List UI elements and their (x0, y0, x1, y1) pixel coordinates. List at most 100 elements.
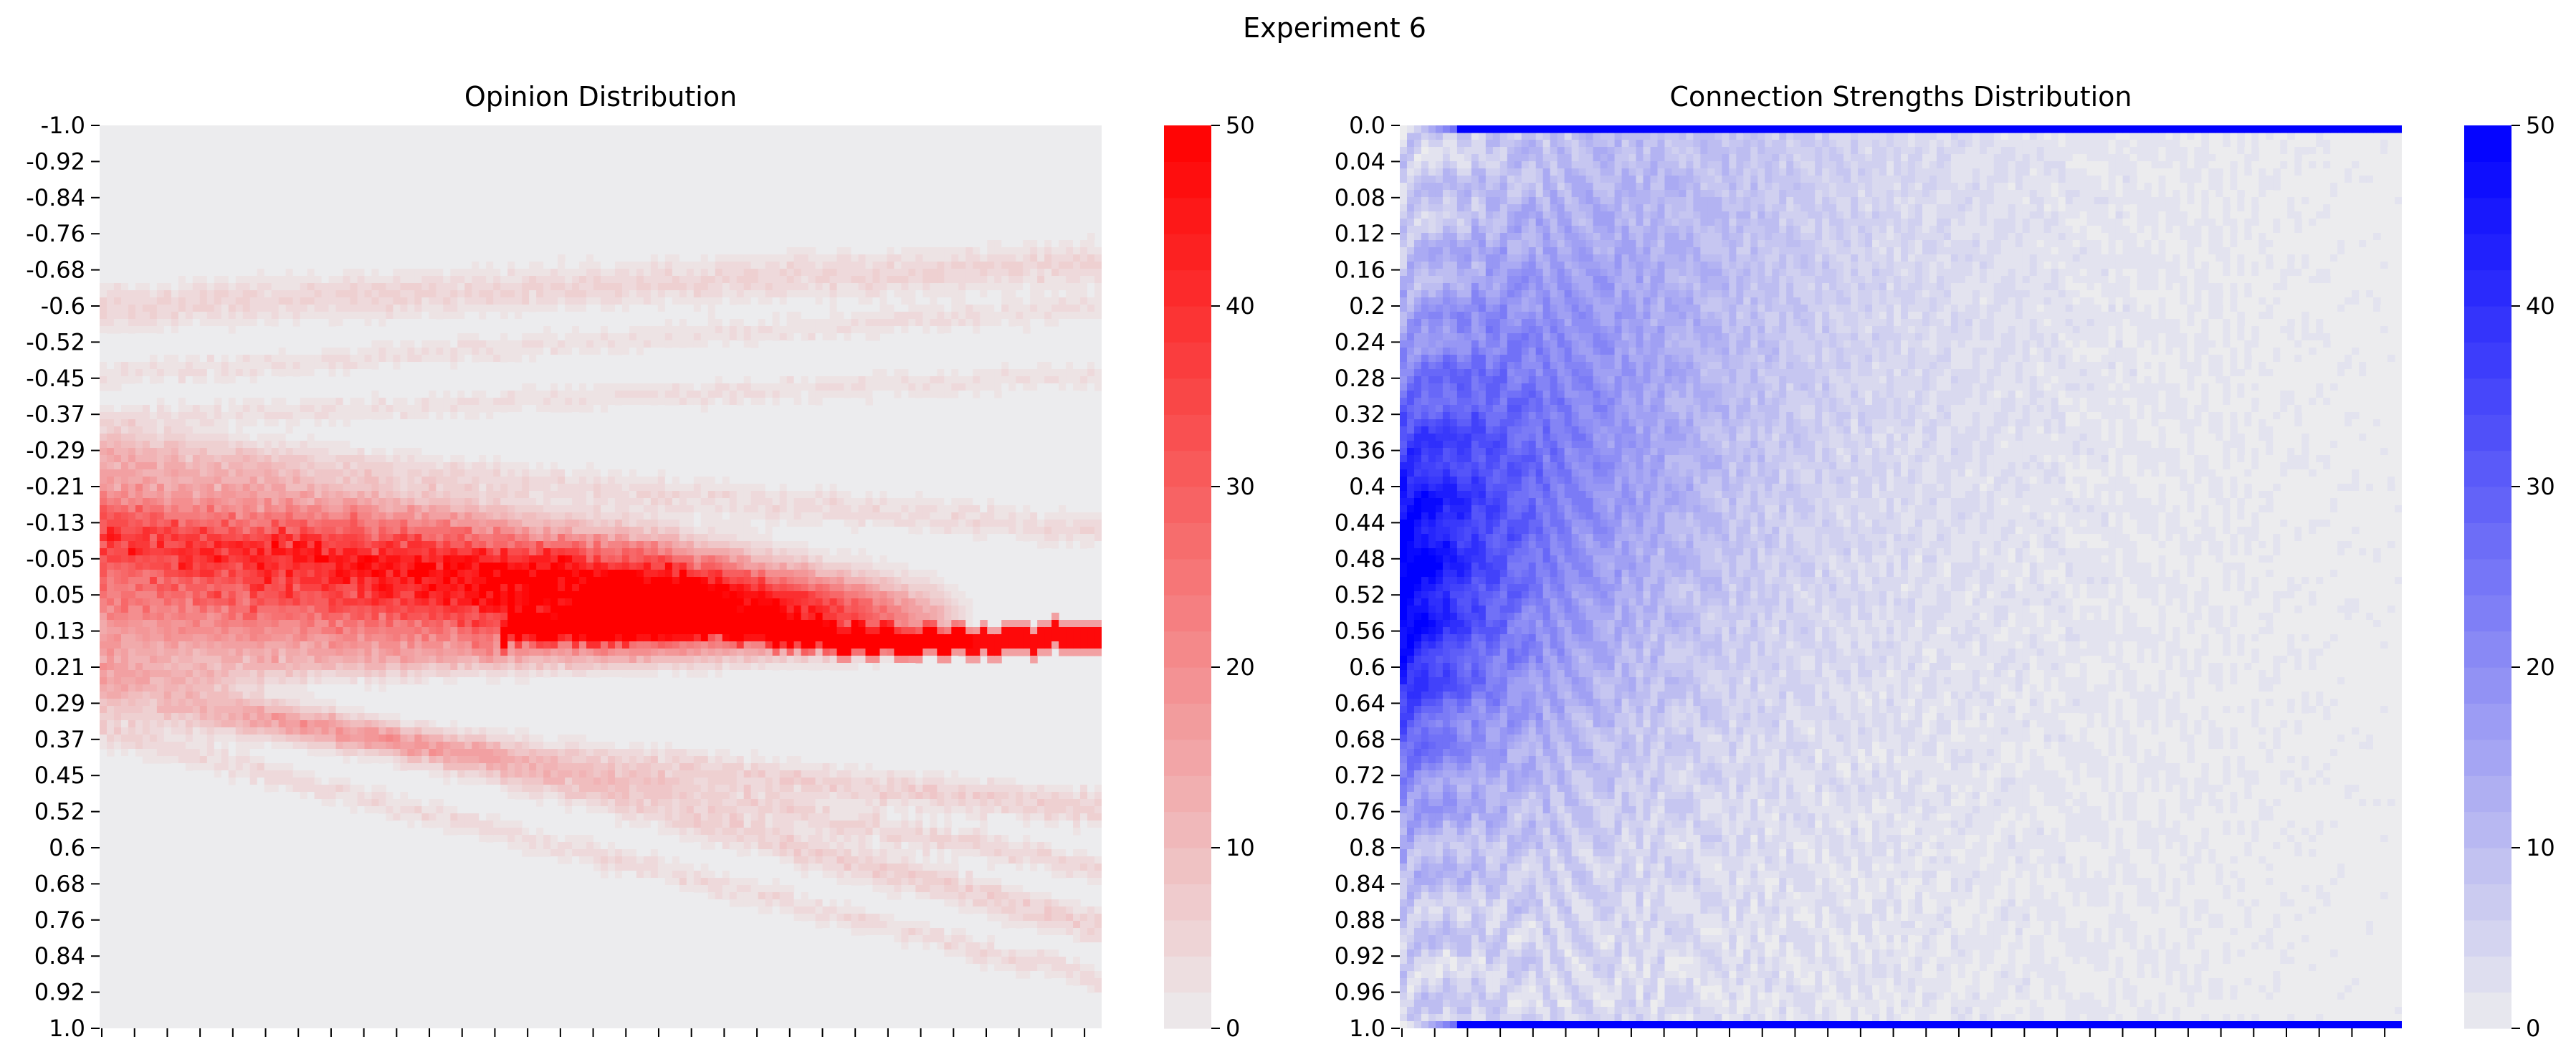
heatmap-cell (214, 276, 222, 284)
heatmap-cell (128, 720, 136, 728)
heatmap-cell (429, 677, 437, 685)
heatmap-cell (192, 512, 201, 520)
heatmap-cell (550, 613, 558, 621)
heatmap-cell (206, 527, 215, 535)
heatmap-cell (113, 677, 122, 685)
heatmap-cell (607, 663, 616, 671)
heatmap-cell (621, 613, 630, 621)
heatmap-cell (621, 849, 630, 857)
heatmap-cell (393, 448, 401, 456)
heatmap-cell (579, 305, 587, 312)
heatmap-cell (472, 806, 480, 814)
heatmap-cell (228, 362, 237, 370)
heatmap-cell (228, 455, 237, 463)
heatmap-cell (228, 290, 237, 298)
heatmap-cell (500, 735, 508, 742)
heatmap-cell (149, 555, 158, 563)
heatmap-cell (371, 706, 380, 714)
heatmap-cell (285, 512, 294, 520)
heatmap-cell (163, 505, 172, 513)
heatmap-cell (500, 340, 508, 348)
heatmap-cell (249, 426, 258, 434)
heatmap-cell (472, 742, 480, 750)
heatmap-cell (529, 563, 537, 570)
heatmap-cell (100, 649, 108, 656)
heatmap-cell (357, 548, 366, 556)
heatmap-cell (199, 727, 208, 735)
heatmap-cell (450, 828, 458, 836)
heatmap-cell (142, 484, 151, 492)
heatmap-cell (192, 563, 201, 570)
heatmap-cell (414, 305, 422, 312)
heatmap-cell (343, 369, 351, 377)
heatmap-cell (386, 577, 394, 585)
heatmap-cell (593, 276, 601, 284)
heatmap-cell (328, 749, 337, 757)
heatmap-cell (300, 297, 308, 305)
heatmap-cell (457, 756, 465, 764)
heatmap-cell (643, 319, 652, 327)
heatmap-cell (607, 319, 616, 327)
heatmap-cell (486, 491, 494, 499)
heatmap-cell (321, 792, 330, 800)
heatmap-cell (214, 620, 222, 628)
heatmap-cell (572, 290, 580, 298)
heatmap-cell (343, 527, 351, 535)
heatmap-cell (163, 405, 172, 413)
heatmap-cell (106, 276, 115, 284)
heatmap-cell (371, 627, 380, 635)
heatmap-cell (400, 742, 408, 750)
heatmap-cell (607, 813, 616, 821)
heatmap-cell (135, 398, 143, 406)
heatmap-cell (479, 613, 487, 621)
heatmap-cell (457, 634, 465, 642)
heatmap-cell (335, 563, 344, 570)
heatmap-cell (192, 555, 201, 563)
heatmap-cell (142, 312, 151, 320)
heatmap-cell (264, 283, 272, 291)
heatmap-cell (221, 742, 229, 750)
heatmap-cell (393, 577, 401, 585)
heatmap-cell (629, 484, 637, 492)
heatmap-cell (242, 591, 251, 599)
heatmap-cell (565, 620, 573, 628)
heatmap-cell (142, 333, 151, 341)
heatmap-cell (292, 312, 301, 320)
heatmap-cell (214, 269, 222, 277)
heatmap-cell (321, 290, 330, 298)
heatmap-cell (621, 821, 630, 828)
heatmap-cell (120, 613, 129, 621)
heatmap-cell (257, 369, 265, 377)
heatmap-cell (307, 276, 315, 284)
heatmap-cell (120, 684, 129, 692)
heatmap-cell (436, 333, 444, 341)
heatmap-cell (479, 785, 487, 793)
heatmap-cell (328, 319, 337, 327)
heatmap-cell (450, 813, 458, 821)
heatmap-cell (307, 391, 315, 398)
heatmap-cell (235, 584, 244, 592)
heatmap-cell (550, 283, 558, 291)
heatmap-cell (221, 548, 229, 556)
heatmap-cell (536, 749, 544, 757)
heatmap-cell (607, 641, 616, 649)
heatmap-cell (192, 484, 201, 492)
heatmap-cell (128, 376, 136, 384)
heatmap-cell (120, 656, 129, 664)
heatmap-cell (307, 520, 315, 527)
heatmap-cell (472, 297, 480, 305)
heatmap-cell (472, 498, 480, 506)
heatmap-cell (607, 484, 616, 492)
heatmap-cell (257, 641, 265, 649)
heatmap-cell (464, 355, 472, 363)
heatmap-cell (579, 383, 587, 391)
heatmap-cell (199, 684, 208, 692)
heatmap-cell (565, 735, 573, 742)
heatmap-cell (572, 305, 580, 312)
heatmap-cell (285, 362, 294, 370)
heatmap-cell (149, 426, 158, 434)
heatmap-cell (185, 584, 194, 592)
heatmap-cell (135, 563, 143, 570)
heatmap-cell (149, 362, 158, 370)
heatmap-cell (457, 720, 465, 728)
